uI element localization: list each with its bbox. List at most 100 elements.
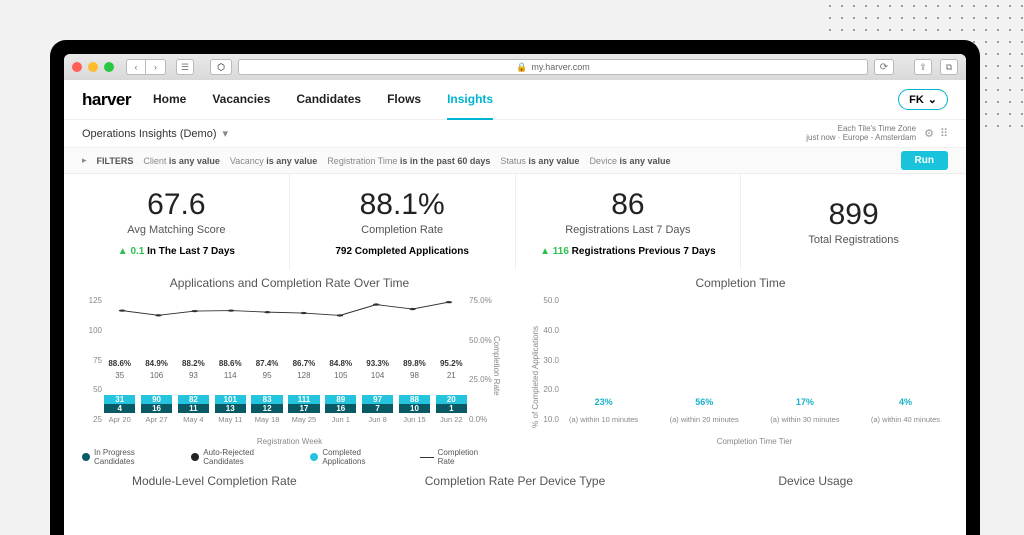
filters-toggle-icon[interactable]: ▸ [82,155,87,166]
total-label: 105 [325,371,356,380]
rate-label: 88.2% [178,359,209,368]
rate-label: 87.4% [251,359,282,368]
y-axis-label: % of Completed Applications [531,326,540,428]
filter-chip[interactable]: Device is any value [589,156,670,166]
updated-text: just now [806,133,835,142]
seg-completed: 97 [362,395,393,404]
x-category: Jun 15 [403,415,426,424]
week-bar[interactable]: 1202195.2%Jun 22 [436,395,467,424]
nav-tab-candidates[interactable]: Candidates [296,80,361,120]
legend-item[interactable]: In Progress Candidates [82,448,177,466]
nav-tab-vacancies[interactable]: Vacancies [212,80,270,120]
completion-bar[interactable]: 4%(a) within 40 minutes [863,411,948,424]
week-bar[interactable]: 12839587.4%May 18 [251,395,282,424]
seg-inprogress: 16 [141,404,172,413]
shield-icon[interactable]: ⬡ [210,59,232,75]
nav-tab-flows[interactable]: Flows [387,80,421,120]
seg-completed: 90 [141,395,172,404]
rate-label: 86.7% [288,359,319,368]
kpi-delta: ▲ 116 Registrations Previous 7 Days [540,246,716,257]
total-label: 106 [141,371,172,380]
tabs-button[interactable]: ⧉ [940,59,958,75]
x-axis-label: Registration Week [82,437,497,446]
page-content: harver Home Vacancies Candidates Flows Insig… [64,80,966,535]
total-label: 35 [104,371,135,380]
y-tick: 20.0 [541,385,559,394]
chevron-down-icon[interactable]: ▾ [223,127,229,140]
legend-item[interactable]: Auto-Rejected Candidates [191,448,296,466]
gear-icon[interactable]: ⚙ [924,127,934,140]
kpi-value: 899 [829,198,879,232]
seg-completed: 89 [325,395,356,404]
chevron-down-icon: ⌄ [928,93,937,106]
y-tick: 25 [82,415,102,424]
run-button[interactable]: Run [901,151,948,170]
traffic-max[interactable] [104,62,114,72]
seg-inprogress: 1 [436,404,467,413]
y-tick: 100 [82,326,102,335]
legend-item[interactable]: Completion Rate [420,448,497,466]
week-bar[interactable]: 79710493.3%Jun 8 [362,395,393,424]
total-label: 21 [436,371,467,380]
y-tick: 75 [82,356,102,365]
y-tick: 40.0 [541,326,559,335]
more-icon[interactable]: ⠿ [940,127,948,140]
seg-completed: 111 [288,395,319,404]
kpi-card: 86Registrations Last 7 Days▲ 116 Registr… [516,174,742,270]
tz-value: Europe - Amsterdam [843,133,916,142]
completion-bar[interactable]: 23%(a) within 10 minutes [561,411,646,424]
sidebar-toggle-button[interactable]: ☰ [176,59,194,75]
x-category: (a) within 20 minutes [670,415,739,424]
kpi-card: 67.6Avg Matching Score▲ 0.1 In The Last … [64,174,290,270]
filter-chip[interactable]: Vacancy is any value [230,156,317,166]
week-bar[interactable]: 1310111488.6%May 11 [215,395,246,424]
nav-back-button[interactable]: ‹ [126,59,146,75]
dashboard-title[interactable]: Operations Insights (Demo) [82,128,217,140]
x-category: (a) within 30 minutes [770,415,839,424]
seg-inprogress: 17 [288,404,319,413]
user-chip[interactable]: FK ⌄ [898,89,948,110]
total-label: 114 [215,371,246,380]
logo[interactable]: harver [82,90,131,110]
total-label: 95 [251,371,282,380]
nav-tab-insights[interactable]: Insights [447,80,493,120]
week-bar[interactable]: 11829388.2%May 4 [178,395,209,424]
nav-tab-home[interactable]: Home [153,80,186,120]
nav-fwd-button[interactable]: › [146,59,166,75]
y-tick: 50 [82,385,102,394]
week-bar[interactable]: 1711112886.7%May 25 [288,395,319,424]
filter-chip[interactable]: Status is any value [500,156,579,166]
x-category: Jun 8 [368,415,386,424]
week-bar[interactable]: 4313588.6%Apr 20 [104,395,135,424]
filter-chip[interactable]: Client is any value [143,156,220,166]
legend-item[interactable]: Completed Applications [310,448,405,466]
bar-pct: 17% [762,397,847,407]
filter-chip[interactable]: Registration Time is in the past 60 days [327,156,490,166]
completion-bar[interactable]: 56%(a) within 20 minutes [662,411,747,424]
traffic-close[interactable] [72,62,82,72]
x-category: May 11 [218,415,242,424]
rate-label: 88.6% [215,359,246,368]
user-initials: FK [909,94,924,106]
seg-inprogress: 11 [178,404,209,413]
lock-icon: 🔒 [516,62,527,73]
seg-inprogress: 12 [251,404,282,413]
week-bar[interactable]: 168910584.8%Jun 1 [325,395,356,424]
seg-inprogress: 4 [104,404,135,413]
week-bar[interactable]: 10889889.8%Jun 15 [399,395,430,424]
y-tick: 30.0 [541,356,559,365]
week-bar[interactable]: 169010684.9%Apr 27 [141,395,172,424]
x-category: (a) within 10 minutes [569,415,638,424]
seg-completed: 82 [178,395,209,404]
rate-label: 95.2% [436,359,467,368]
reload-button[interactable]: ⟳ [874,59,894,75]
y-tick: 125 [82,296,102,305]
y-tick: 50.0 [541,296,559,305]
x-category: Jun 22 [440,415,463,424]
rate-label: 84.9% [141,359,172,368]
traffic-min[interactable] [88,62,98,72]
completion-bar[interactable]: 17%(a) within 30 minutes [762,411,847,424]
chart-applications-over-time: Applications and Completion Rate Over Ti… [64,270,515,470]
address-bar[interactable]: 🔒 my.harver.com [238,59,868,75]
share-button[interactable]: ⇪ [914,59,932,75]
